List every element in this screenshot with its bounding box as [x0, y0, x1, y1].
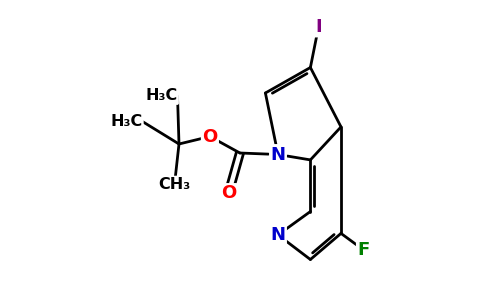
- Text: CH₃: CH₃: [158, 177, 191, 192]
- Text: N: N: [271, 146, 286, 164]
- Text: H₃C: H₃C: [145, 88, 178, 104]
- Text: O: O: [202, 128, 217, 146]
- Text: H₃C: H₃C: [145, 88, 178, 104]
- Text: N: N: [271, 226, 286, 244]
- Text: I: I: [315, 18, 322, 36]
- Text: F: F: [357, 241, 370, 259]
- Text: H₃C: H₃C: [110, 114, 142, 129]
- Text: H: H: [164, 88, 178, 104]
- Text: O: O: [221, 184, 236, 202]
